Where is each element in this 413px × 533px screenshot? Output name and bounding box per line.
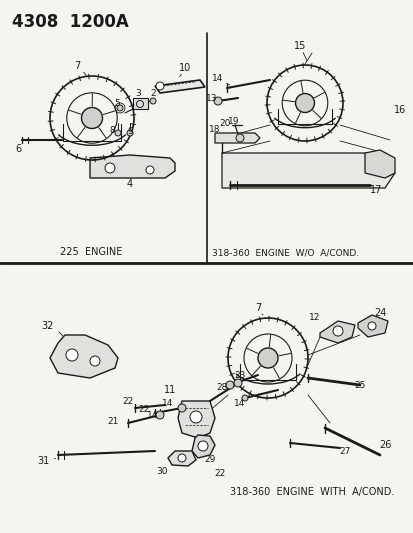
Circle shape xyxy=(105,163,115,173)
Text: 10: 10 xyxy=(178,63,191,73)
Polygon shape xyxy=(168,451,195,466)
Polygon shape xyxy=(50,335,118,378)
Circle shape xyxy=(178,454,185,462)
Circle shape xyxy=(81,108,102,128)
Circle shape xyxy=(66,349,78,361)
Polygon shape xyxy=(192,435,214,458)
Circle shape xyxy=(117,105,123,111)
Text: 27: 27 xyxy=(339,447,350,456)
Text: 318-360  ENGINE  W/O  A/COND.: 318-360 ENGINE W/O A/COND. xyxy=(211,248,358,257)
Text: 22: 22 xyxy=(214,469,225,478)
Circle shape xyxy=(295,93,314,112)
Text: 15: 15 xyxy=(293,41,306,51)
Text: 5: 5 xyxy=(114,99,120,108)
Text: 7: 7 xyxy=(74,61,80,71)
Text: 11: 11 xyxy=(164,385,176,395)
Polygon shape xyxy=(357,315,387,337)
Text: 22: 22 xyxy=(122,397,133,406)
Circle shape xyxy=(235,134,243,142)
Text: 225  ENGINE: 225 ENGINE xyxy=(60,247,122,257)
Polygon shape xyxy=(133,98,147,109)
Polygon shape xyxy=(364,150,394,178)
Circle shape xyxy=(178,404,185,412)
Text: 318-360  ENGINE  WITH  A/COND.: 318-360 ENGINE WITH A/COND. xyxy=(230,487,394,497)
Text: 4308  1200A: 4308 1200A xyxy=(12,13,128,31)
Text: 12: 12 xyxy=(309,312,320,321)
Polygon shape xyxy=(221,153,394,188)
Text: 28: 28 xyxy=(216,384,227,392)
Circle shape xyxy=(156,82,164,90)
Text: 17: 17 xyxy=(369,185,381,195)
Polygon shape xyxy=(178,401,214,438)
Text: 30: 30 xyxy=(156,466,167,475)
Text: 14: 14 xyxy=(162,399,173,408)
Circle shape xyxy=(332,326,342,336)
Text: 8: 8 xyxy=(109,125,114,134)
Circle shape xyxy=(233,379,242,387)
Text: 6: 6 xyxy=(15,144,21,154)
Text: 14: 14 xyxy=(234,399,245,408)
Text: 21: 21 xyxy=(107,416,119,425)
Text: 7: 7 xyxy=(254,303,261,313)
Polygon shape xyxy=(319,321,354,343)
Circle shape xyxy=(225,381,233,389)
Text: 25: 25 xyxy=(354,381,365,390)
Circle shape xyxy=(257,348,277,368)
Text: 2: 2 xyxy=(150,88,155,98)
Circle shape xyxy=(150,98,156,104)
Text: 22: 22 xyxy=(138,405,149,414)
Text: 13: 13 xyxy=(206,93,217,102)
Circle shape xyxy=(214,97,221,105)
Text: 19: 19 xyxy=(228,117,239,125)
Circle shape xyxy=(146,166,154,174)
Text: 26: 26 xyxy=(378,440,390,450)
Text: 18: 18 xyxy=(209,125,220,133)
Circle shape xyxy=(156,411,164,419)
Text: 16: 16 xyxy=(393,105,405,115)
Polygon shape xyxy=(154,80,204,93)
Text: 20: 20 xyxy=(219,118,230,127)
Circle shape xyxy=(127,130,133,136)
Polygon shape xyxy=(90,155,175,178)
Circle shape xyxy=(197,441,207,451)
Circle shape xyxy=(190,411,202,423)
Text: 24: 24 xyxy=(373,308,385,318)
Circle shape xyxy=(242,395,247,401)
Text: 29: 29 xyxy=(204,456,215,464)
Text: 14: 14 xyxy=(212,74,223,83)
Circle shape xyxy=(90,356,100,366)
Text: 31: 31 xyxy=(37,456,49,466)
Circle shape xyxy=(367,322,375,330)
Text: 3: 3 xyxy=(135,88,140,98)
Text: 23: 23 xyxy=(234,370,245,379)
Text: 9: 9 xyxy=(127,126,133,135)
Text: 32: 32 xyxy=(42,321,54,331)
Polygon shape xyxy=(214,133,259,143)
Circle shape xyxy=(115,130,121,136)
Text: 14: 14 xyxy=(147,411,158,421)
Text: 4: 4 xyxy=(127,179,133,189)
